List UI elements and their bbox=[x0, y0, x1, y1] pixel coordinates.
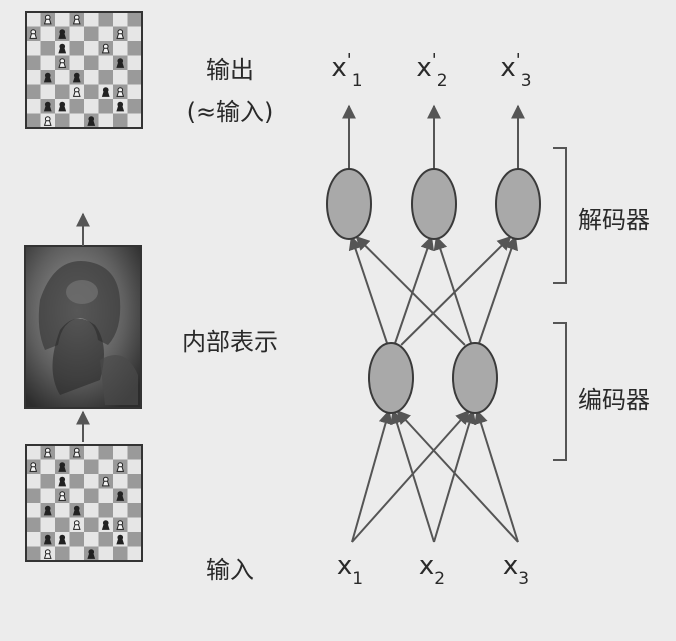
edge-x1-h2 bbox=[351, 409, 470, 543]
latent-label: 内部表示 bbox=[182, 328, 278, 356]
edge-x3-h2 bbox=[474, 409, 519, 543]
edge-x2-h2 bbox=[433, 409, 477, 543]
decoder-label: 解码器 bbox=[578, 206, 650, 234]
output-chessboard bbox=[25, 11, 143, 129]
encoder-label: 编码器 bbox=[578, 386, 650, 414]
input-chessboard bbox=[25, 444, 143, 562]
network-edges bbox=[342, 104, 525, 543]
decoder-bracket bbox=[553, 147, 567, 284]
hidden-node-2 bbox=[452, 342, 498, 414]
output-label-x1-prime: x'1 bbox=[331, 50, 362, 91]
edge-h1-o1 bbox=[348, 235, 389, 346]
decoder-node-1 bbox=[326, 168, 372, 240]
input-label-x1: x1 bbox=[337, 551, 363, 589]
input-label: 输入 bbox=[206, 556, 254, 584]
edge-x3-h1 bbox=[396, 409, 519, 543]
encoder-bracket bbox=[553, 322, 567, 461]
edge-h2-o3 bbox=[477, 235, 518, 346]
output-label-x3-prime: x'3 bbox=[500, 50, 531, 91]
output-label-x2-prime: x'2 bbox=[416, 50, 447, 91]
decoder-node-2 bbox=[411, 168, 457, 240]
output-note-label: (≈输入) bbox=[187, 98, 274, 126]
edge-h1-o2 bbox=[393, 235, 434, 346]
output-label: 输出 bbox=[206, 56, 254, 84]
edge-x1-h1 bbox=[351, 409, 393, 543]
edge-h2-o2 bbox=[433, 235, 473, 346]
hidden-node-1 bbox=[368, 342, 414, 414]
decoder-node-3 bbox=[495, 168, 541, 240]
input-label-x3: x3 bbox=[503, 551, 529, 589]
edge-h1-o3 bbox=[400, 236, 512, 346]
edge-x2-h1 bbox=[390, 409, 435, 543]
io-labels: x1 x2 x3 x'1 x'2 x'3 bbox=[331, 50, 531, 589]
thinker-statue-image bbox=[24, 245, 142, 409]
input-label-x2: x2 bbox=[419, 551, 445, 589]
edge-h2-o1 bbox=[355, 236, 466, 346]
network-nodes bbox=[326, 168, 541, 414]
